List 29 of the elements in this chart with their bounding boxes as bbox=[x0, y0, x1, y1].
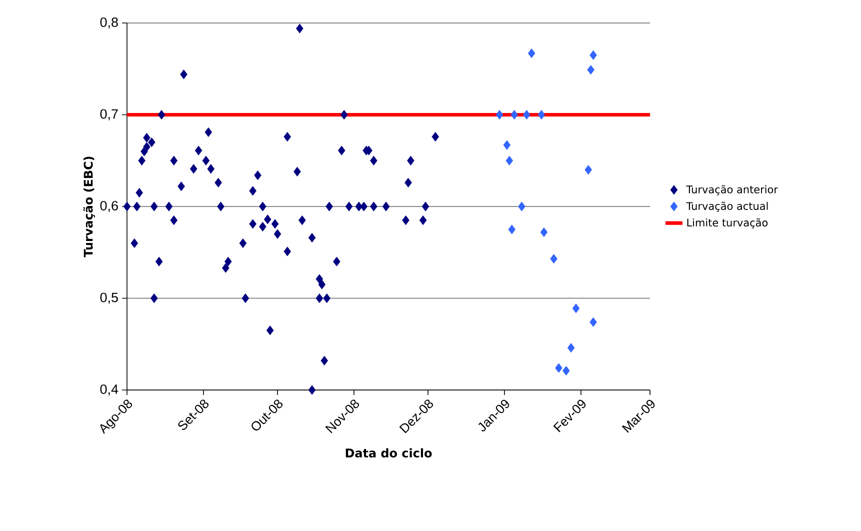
point bbox=[562, 366, 570, 376]
point bbox=[510, 110, 518, 120]
point bbox=[506, 156, 514, 166]
point bbox=[584, 165, 592, 175]
point bbox=[567, 342, 575, 353]
point bbox=[590, 317, 597, 327]
y-tick-label: 0,4 bbox=[100, 384, 118, 396]
y-axis-title: Turvação (EBC) bbox=[83, 156, 95, 258]
point bbox=[540, 227, 548, 237]
point bbox=[508, 224, 516, 234]
y-tick-label: 0,7 bbox=[100, 109, 118, 120]
y-tick-label: 0,5 bbox=[100, 292, 118, 304]
point bbox=[518, 202, 526, 212]
y-tick-label: 0,8 bbox=[100, 17, 118, 29]
y-tick-label: 0,6 bbox=[100, 200, 118, 212]
legend-label: Limite turvação bbox=[687, 218, 768, 228]
x-axis-title: Data do ciclo bbox=[346, 448, 432, 458]
point bbox=[503, 140, 511, 150]
point bbox=[496, 110, 504, 120]
point bbox=[528, 48, 536, 58]
point bbox=[550, 254, 558, 264]
legend-label: Turvação anterior bbox=[686, 185, 778, 196]
point bbox=[555, 363, 562, 373]
point bbox=[587, 64, 594, 75]
legend-label: Turvação actual bbox=[686, 202, 768, 212]
point bbox=[590, 50, 597, 60]
point bbox=[572, 304, 580, 314]
point bbox=[523, 110, 530, 120]
point bbox=[538, 110, 546, 120]
